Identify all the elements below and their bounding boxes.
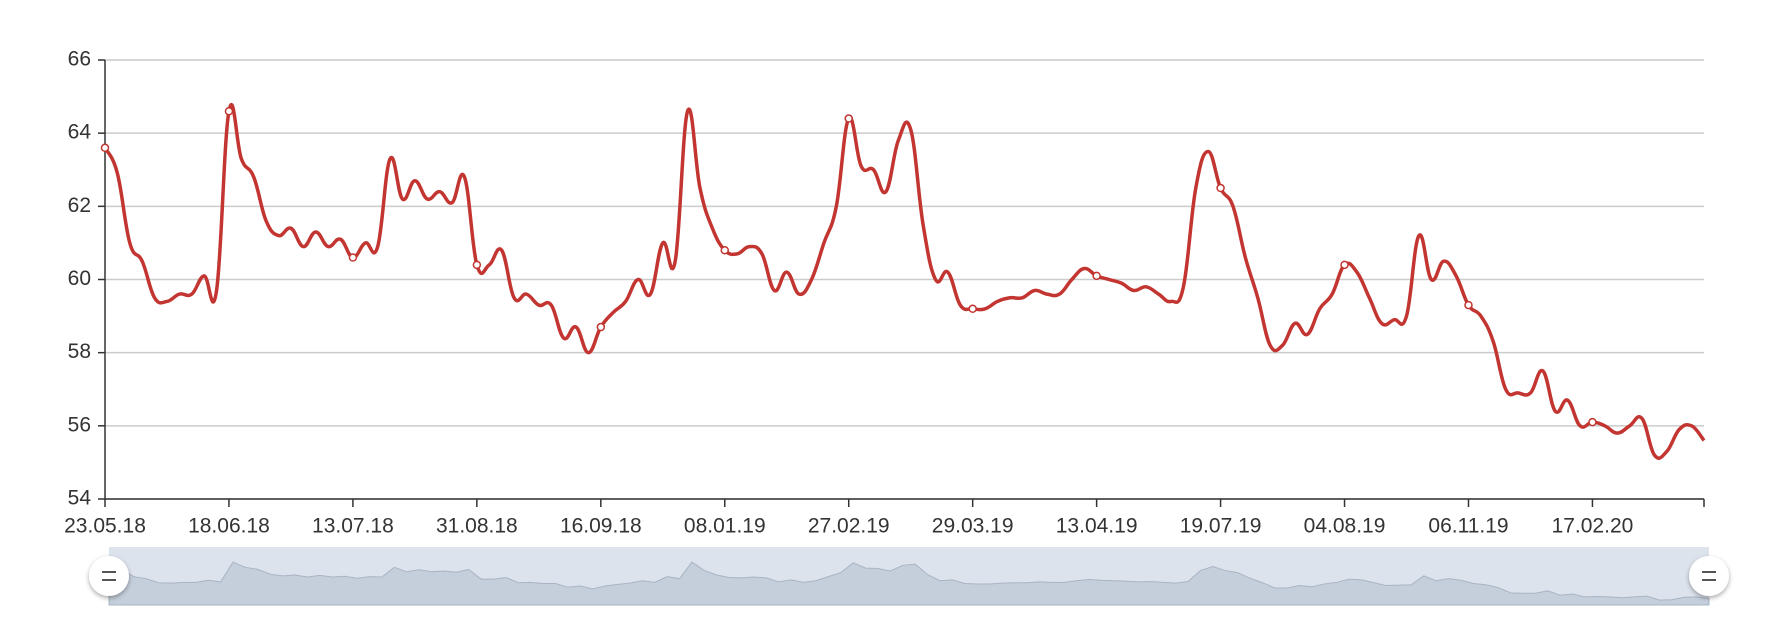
x-tick-label: 19.07.19	[1180, 515, 1262, 538]
point	[348, 253, 358, 262]
x-tick-label: 18.06.18	[188, 515, 270, 538]
zoom-handle[interactable]	[89, 556, 129, 596]
y-tick-label: 62	[68, 194, 91, 217]
y-tick-label: 58	[68, 340, 91, 363]
y-tick-label: 54	[68, 487, 92, 510]
y-tick-label: 60	[68, 267, 91, 290]
point	[472, 260, 482, 270]
point	[968, 304, 977, 314]
point	[720, 245, 730, 255]
point	[1464, 300, 1473, 310]
x-tick-label: 16.09.18	[560, 515, 642, 538]
line	[103, 102, 1706, 460]
x-tick-label: 13.04.19	[1056, 515, 1138, 538]
zoom-handle[interactable]	[1689, 556, 1729, 596]
point	[100, 143, 110, 153]
x-tick-label: 08.01.19	[684, 515, 766, 538]
x-tick-label: 17.02.20	[1552, 515, 1634, 538]
point	[1216, 183, 1225, 193]
y-tick-label: 64	[68, 121, 92, 144]
point	[224, 106, 234, 116]
y-tick-label: 66	[68, 48, 91, 71]
zoom-data-shadow	[108, 561, 1710, 606]
x-tick-label: 06.11.19	[1428, 515, 1508, 538]
point	[1092, 271, 1101, 281]
point	[1340, 260, 1349, 270]
x-tick-label: 23.05.18	[64, 515, 146, 538]
y-tick-label: 56	[68, 413, 91, 436]
x-tick-label: 04.08.19	[1304, 515, 1386, 538]
x-tick-label: 31.08.18	[436, 515, 518, 538]
x-tick-label: 13.07.18	[312, 515, 394, 538]
x-tick-label: 29.03.19	[932, 515, 1014, 538]
point	[844, 114, 853, 123]
point	[596, 322, 606, 332]
x-tick-label: 27.02.19	[808, 515, 890, 538]
point	[1588, 417, 1597, 427]
